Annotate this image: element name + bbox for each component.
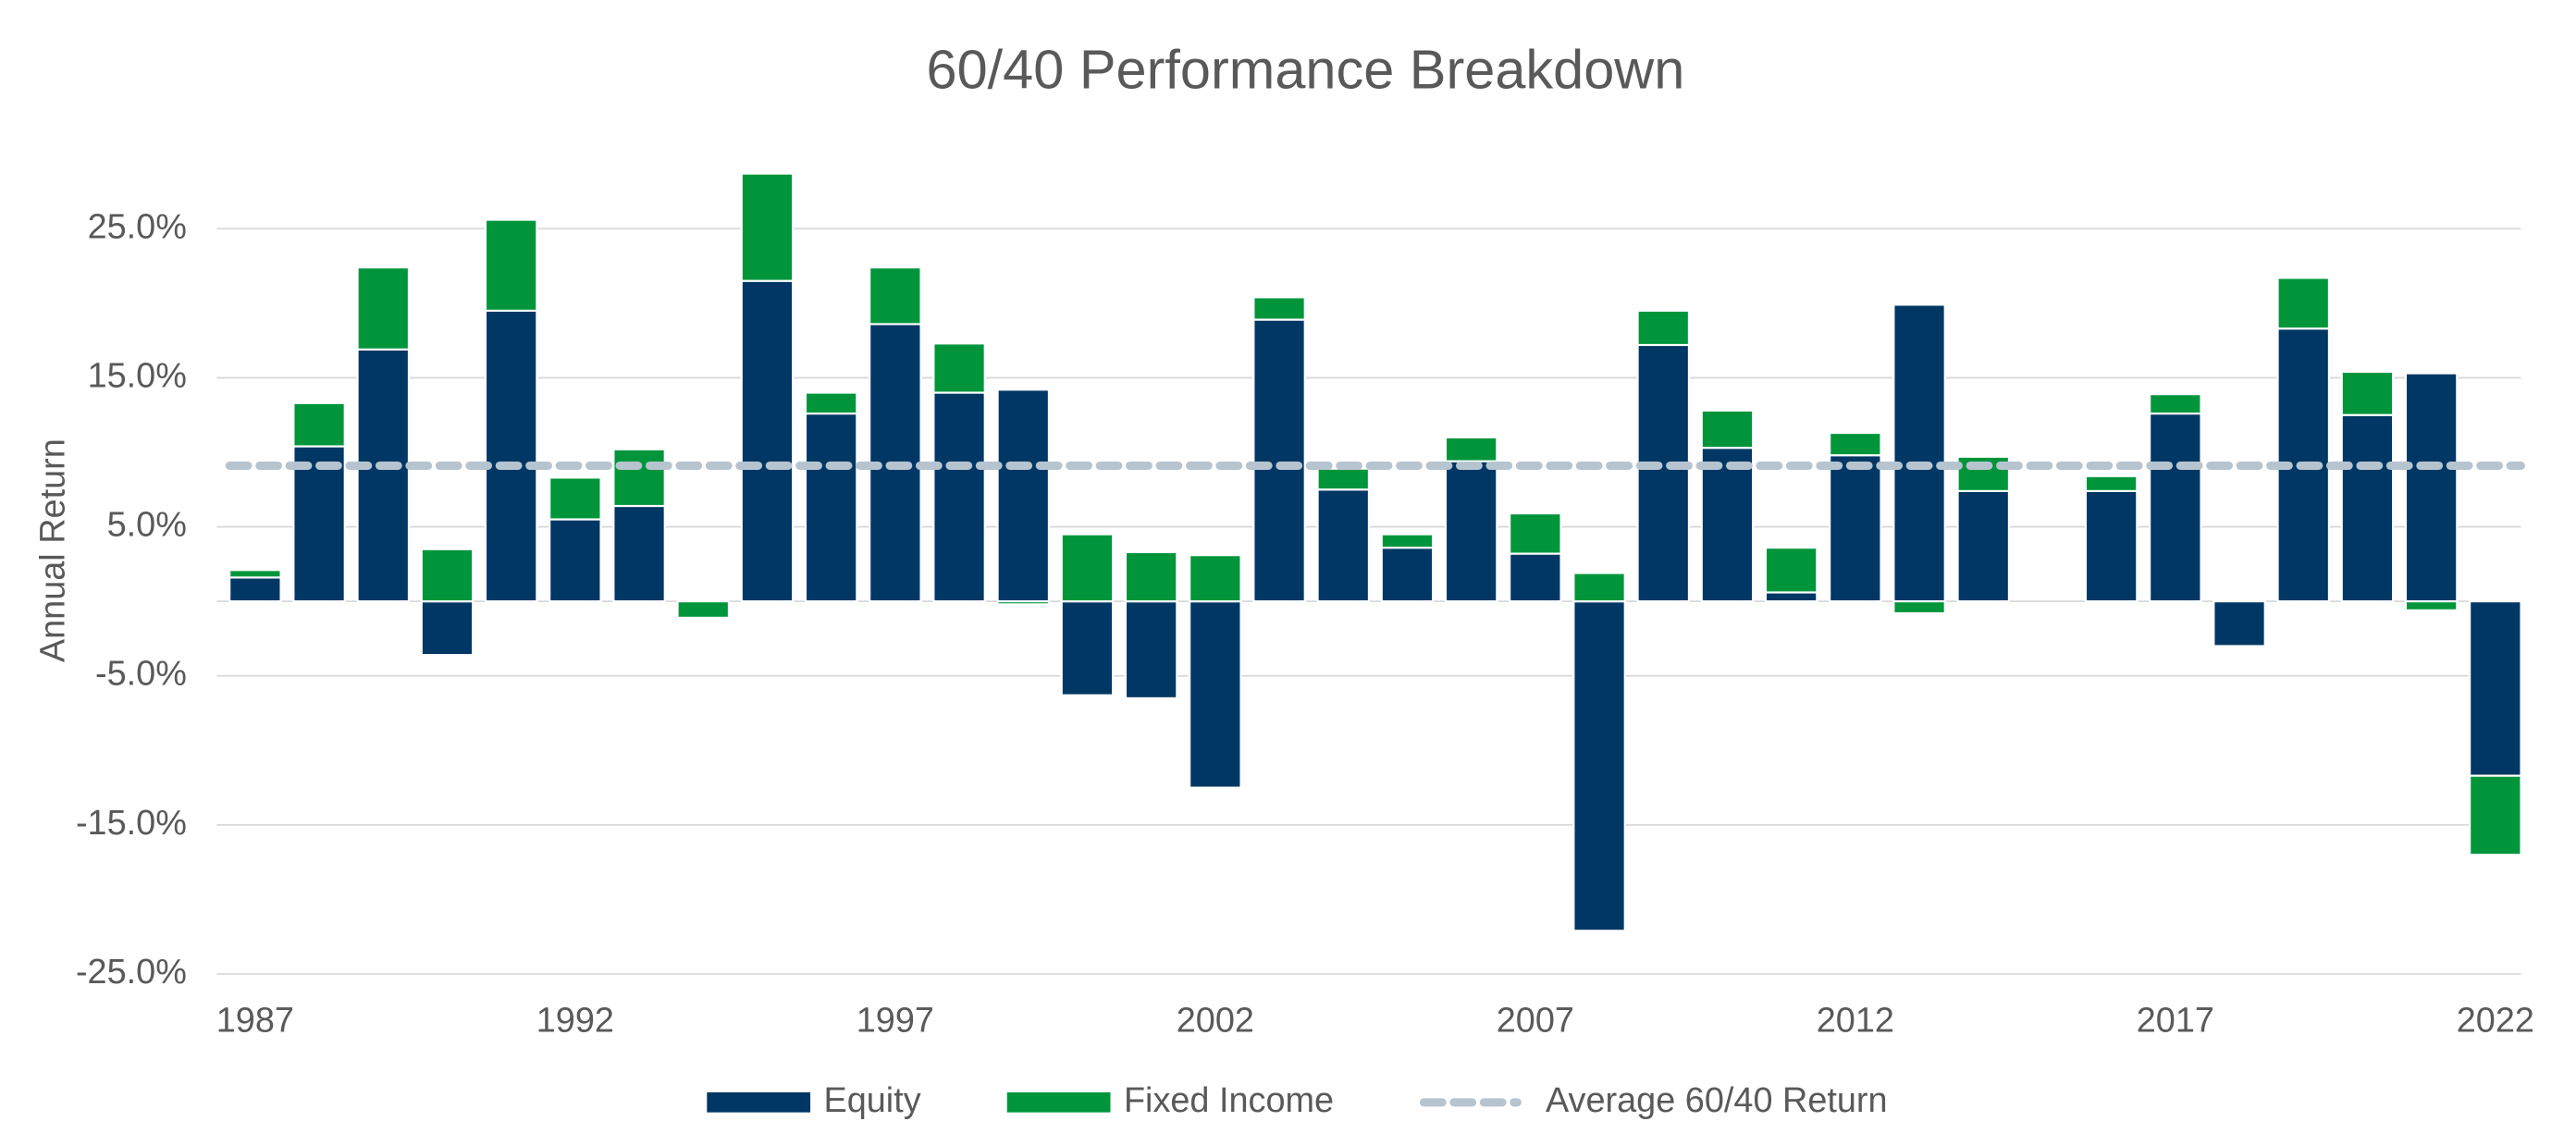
bar-segment (1060, 600, 1115, 696)
bar-segment (1700, 409, 1755, 450)
legend-label: Equity (823, 1081, 920, 1120)
bar-segment (356, 266, 411, 351)
bar-segment (1124, 550, 1178, 603)
bar-segment (869, 266, 922, 326)
bar-segment (1700, 447, 1755, 603)
bar-segment (932, 391, 986, 603)
bar-segment (1829, 454, 1882, 603)
x-tick-label: 1997 (857, 1001, 934, 1040)
bar-segment (228, 569, 282, 579)
bar-segment (2340, 370, 2395, 416)
legend-label: Average 60/40 Return (1546, 1081, 1888, 1120)
bar-segment (1252, 318, 1306, 603)
y-tick-label: -5.0% (95, 655, 187, 694)
x-tick-label: 2007 (1497, 1001, 1574, 1040)
bar-segment (996, 388, 1051, 603)
bar-segment (932, 342, 986, 394)
bar-segment (676, 600, 731, 619)
bar-segment (548, 518, 602, 603)
bar-segment (1252, 296, 1306, 321)
bar-segment (1509, 552, 1562, 603)
x-tick-label: 2002 (1177, 1001, 1254, 1040)
bar-segment (2212, 600, 2266, 647)
bar-segment (740, 279, 795, 603)
bar-segment (804, 391, 858, 415)
bar-segment (612, 504, 666, 603)
bar-segment (2404, 372, 2459, 603)
bar-segment (2404, 600, 2459, 611)
bar-segment (420, 600, 475, 657)
y-tick-label: -15.0% (76, 804, 187, 843)
chart-title: 60/40 Performance Breakdown (927, 38, 1685, 100)
bar-segment (1316, 467, 1371, 491)
bar-segment (2149, 413, 2202, 603)
bar-segment (2149, 393, 2202, 415)
bar-segment (804, 413, 858, 603)
bar-segment (1060, 533, 1115, 603)
bar-segment (1189, 554, 1242, 603)
bar-segment (1444, 436, 1498, 462)
bar-segment (1380, 547, 1435, 603)
bar-segment (2084, 489, 2138, 603)
bar-segment (1189, 600, 1242, 789)
legend-swatch (1006, 1092, 1111, 1113)
x-tick-label: 1987 (216, 1001, 294, 1040)
bar-segment (1764, 591, 1818, 603)
bar-segment (996, 600, 1051, 606)
y-tick-label: 15.0% (88, 356, 187, 395)
x-tick-label: 1992 (536, 1001, 614, 1040)
bar-segment (548, 476, 602, 521)
bar-segment (2340, 413, 2395, 603)
bar-segment (228, 576, 282, 603)
bar-segment (2469, 774, 2522, 856)
bar-segment (2084, 474, 2138, 492)
legend-swatch (707, 1092, 811, 1113)
bar-segment (292, 401, 346, 448)
bar-segment (356, 348, 411, 603)
bar-segment (1892, 600, 1946, 615)
bar-segment (1316, 488, 1371, 603)
bar-segment (484, 309, 538, 603)
y-tick-label: 5.0% (107, 506, 187, 545)
bar-segment (1124, 600, 1178, 699)
bar-segment (1572, 572, 1626, 603)
bar-segment (1509, 511, 1562, 555)
bar-segment (612, 448, 666, 508)
x-tick-label: 2017 (2137, 1001, 2214, 1040)
x-tick-label: 2012 (1817, 1001, 1894, 1040)
bar-segment (2276, 277, 2330, 330)
bar-segment (420, 548, 475, 603)
bar-segment (2469, 600, 2522, 777)
y-tick-label: 25.0% (88, 207, 187, 246)
bar-segment (484, 218, 538, 312)
bar-segment (740, 172, 795, 282)
bar-segment (1380, 533, 1435, 549)
bar-segment (1572, 600, 1626, 932)
bar-segment (1892, 303, 1946, 603)
bar-segment (292, 445, 346, 603)
legend-label: Fixed Income (1124, 1081, 1334, 1120)
bar-segment (1636, 343, 1691, 603)
x-tick-label: 2022 (2457, 1001, 2534, 1040)
y-tick-label: -25.0% (76, 953, 187, 992)
bar-segment (1764, 547, 1818, 594)
bar-segment (1956, 489, 2011, 603)
y-axis-label: Annual Return (33, 438, 72, 662)
bar-segment (1829, 431, 1882, 457)
bar-segment (1636, 309, 1691, 347)
bar-segment (1444, 460, 1498, 603)
